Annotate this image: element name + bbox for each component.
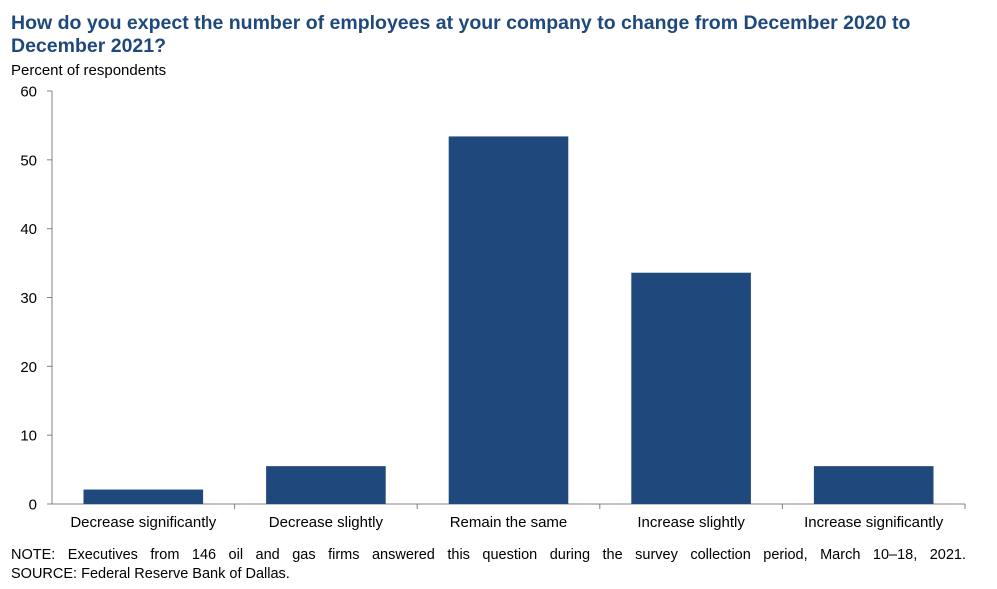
x-tick-label: Decrease significantly [70, 514, 216, 531]
bar [83, 489, 204, 504]
bar [448, 136, 569, 504]
chart-title: How do you expect the number of employee… [11, 12, 911, 57]
bar [813, 466, 934, 504]
x-tick-label: Decrease slightly [269, 514, 384, 531]
y-tick-label: 0 [29, 497, 37, 514]
footnotes: NOTE: Executives from 146 oil and gas fi… [11, 546, 986, 584]
y-tick-label: 30 [20, 290, 37, 307]
y-tick-label: 60 [20, 84, 37, 101]
y-tick-label: 50 [20, 152, 37, 169]
source-text: SOURCE: Federal Reserve Bank of Dallas. [11, 566, 290, 582]
x-tick-label: Remain the same [450, 514, 568, 531]
y-tick-label: 20 [20, 359, 37, 376]
x-tick-label: Increase slightly [637, 514, 745, 531]
note-text: NOTE: Executives from 146 oil and gas fi… [11, 547, 966, 563]
bar [266, 466, 386, 504]
x-tick-label: Increase significantly [804, 514, 944, 531]
y-tick-label: 10 [20, 428, 37, 445]
y-axis-label: Percent of respondents [11, 62, 167, 79]
bar [631, 272, 751, 504]
y-tick-label: 40 [20, 221, 37, 238]
